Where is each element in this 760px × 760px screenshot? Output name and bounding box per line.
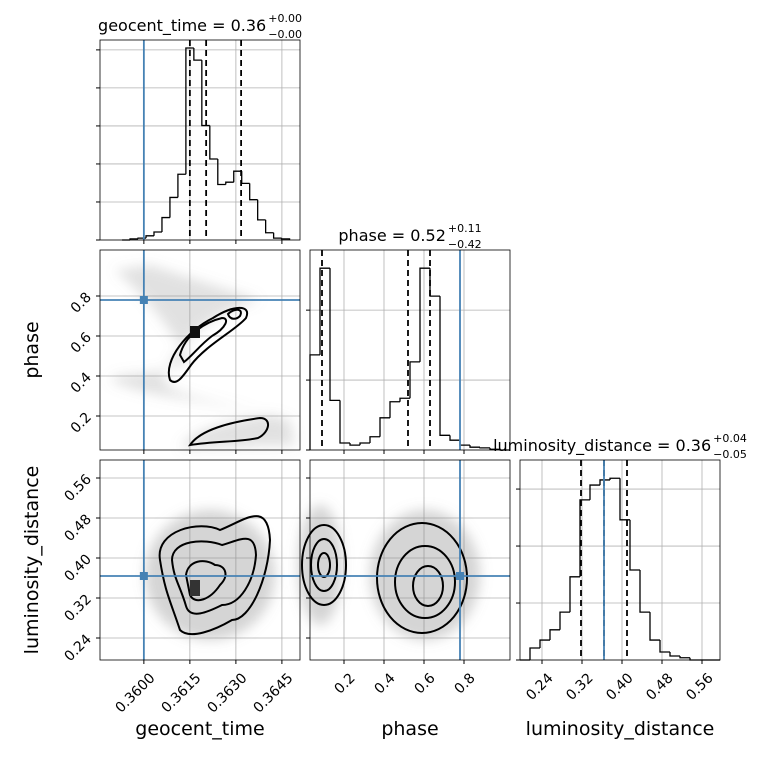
panel-title: geocent_time = 0.36 <box>98 16 266 36</box>
histogram-step <box>193 47 202 61</box>
histogram-step <box>359 442 370 446</box>
histogram-step <box>272 232 282 239</box>
contour <box>376 522 468 634</box>
histogram-step <box>449 435 460 441</box>
histogram-step <box>589 484 600 500</box>
histogram-step <box>629 519 640 571</box>
contour <box>394 545 456 619</box>
histogram-step <box>399 397 410 402</box>
contour-core <box>190 580 200 596</box>
histogram-step <box>161 216 170 233</box>
histogram-step <box>549 629 560 641</box>
title-upper-error: +0.04 <box>713 432 747 445</box>
histogram-step <box>479 447 490 449</box>
contour-core <box>190 326 200 338</box>
histogram-step <box>209 125 218 160</box>
title-lower-error: −0.05 <box>713 448 747 461</box>
panel-frame <box>99 249 301 451</box>
panel-title: luminosity_distance = 0.36 <box>493 436 711 456</box>
truth-marker <box>139 296 148 304</box>
panel-frame <box>99 459 301 661</box>
histogram-step <box>679 656 690 659</box>
contour <box>226 308 242 320</box>
contour <box>187 416 269 447</box>
contour <box>310 538 338 592</box>
contour <box>170 537 258 615</box>
histogram-step <box>145 235 154 239</box>
histogram-step <box>339 400 350 444</box>
top-layer: geocent_time = 0.36 +0.00−0.000.20.40.60.… <box>21 12 747 740</box>
title-lower-error: −0.00 <box>268 28 302 41</box>
x-axis-label: luminosity_distance <box>526 718 715 740</box>
histogram-step <box>569 576 580 613</box>
histogram-step <box>639 569 650 613</box>
x-axis-label: phase <box>381 718 438 740</box>
histogram-step <box>264 219 274 234</box>
contour <box>184 560 227 602</box>
histogram-step <box>609 477 620 480</box>
histogram-step <box>185 47 194 175</box>
histogram-step <box>280 238 291 240</box>
histogram-step <box>669 652 680 657</box>
histogram-step <box>379 417 390 437</box>
contour <box>412 565 444 607</box>
histogram-step <box>599 479 610 486</box>
title-upper-error: +0.00 <box>268 12 302 25</box>
panel-frame <box>99 39 301 241</box>
histogram-step <box>225 181 234 185</box>
histogram-step <box>249 183 258 201</box>
histogram-step <box>389 401 400 418</box>
histogram-step <box>649 612 660 641</box>
histogram-step <box>169 196 178 218</box>
histogram-step <box>539 639 550 649</box>
histogram-step <box>329 268 340 401</box>
histogram-step <box>137 237 147 239</box>
histogram-step <box>177 173 186 198</box>
histogram-step <box>349 443 360 446</box>
panel-frame <box>309 249 511 451</box>
contour <box>317 552 331 578</box>
contours <box>158 306 468 636</box>
panel-frame <box>519 459 721 661</box>
contour <box>301 524 347 606</box>
histogram-step <box>619 478 630 521</box>
histogram-step <box>233 170 242 183</box>
y-axis-label: phase <box>21 321 43 378</box>
y-axis-label: luminosity_distance <box>21 466 43 655</box>
histogram-step <box>153 231 162 236</box>
panel-frame <box>309 459 511 661</box>
panel-title: phase = 0.52 <box>338 226 445 245</box>
histogram-step <box>201 60 210 127</box>
contour <box>167 306 249 384</box>
histogram-step <box>489 447 500 450</box>
title-upper-error: +0.11 <box>448 222 482 235</box>
histogram-step <box>419 267 430 362</box>
title-lower-error: −0.42 <box>448 238 482 251</box>
histogram-step <box>257 199 266 221</box>
histogram-step <box>439 296 450 436</box>
histogram-step <box>529 647 540 660</box>
histogram-step <box>579 499 590 577</box>
truth-marker <box>139 572 148 580</box>
histogram-step <box>217 159 226 186</box>
truth-marker <box>456 572 464 580</box>
histogram-step <box>559 611 570 630</box>
histogram-step <box>369 436 380 444</box>
x-axis-label: geocent_time <box>135 718 264 740</box>
contour <box>158 515 272 636</box>
histogram-step <box>429 268 440 297</box>
histogram-step <box>469 445 480 448</box>
histogram-step <box>659 640 670 653</box>
histogram-step <box>319 267 330 355</box>
histogram-step <box>409 361 420 399</box>
